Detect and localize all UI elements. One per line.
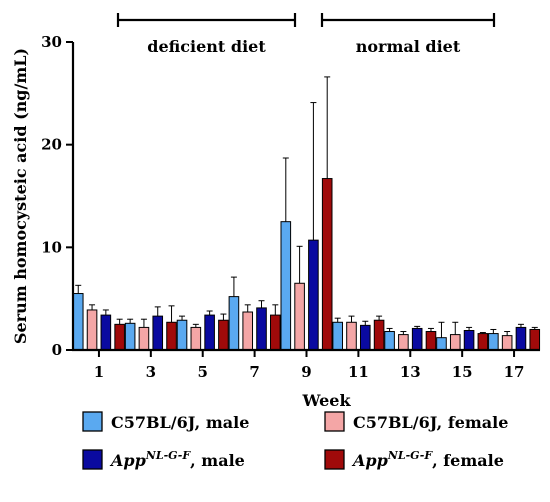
bar xyxy=(114,323,125,351)
legend-label: AppNL-G-F, female xyxy=(351,449,504,470)
bar xyxy=(463,329,475,351)
bar xyxy=(100,314,112,351)
bar xyxy=(515,326,527,351)
bars xyxy=(72,178,541,351)
y-ticks: 0 10 20 30 xyxy=(41,33,73,359)
y-tick-label: 0 xyxy=(52,341,62,359)
x-tick-label: 5 xyxy=(198,363,208,381)
bar xyxy=(190,326,202,351)
bar xyxy=(308,239,319,351)
error-bars xyxy=(75,76,538,338)
x-tick-label: 9 xyxy=(301,363,311,381)
bar xyxy=(138,326,150,351)
bar xyxy=(152,315,164,351)
bar xyxy=(204,314,215,351)
legend-swatch xyxy=(82,411,103,432)
bar xyxy=(449,334,461,351)
bar xyxy=(176,319,188,351)
bar xyxy=(436,337,447,351)
bar xyxy=(294,282,305,351)
y-axis-title: Serum homocysteic acid (ng/mL) xyxy=(11,48,30,344)
legend-swatch xyxy=(324,449,345,470)
bar xyxy=(384,331,395,351)
bar xyxy=(425,331,437,351)
y-tick-label: 30 xyxy=(41,33,62,51)
bar xyxy=(280,221,292,351)
legend-label: C57BL/6J, female xyxy=(353,413,508,432)
y-tick-label: 20 xyxy=(41,136,62,154)
bar xyxy=(256,307,267,351)
bar xyxy=(501,335,513,351)
x-tick-label: 17 xyxy=(504,363,525,381)
diet-brackets: deficient diet normal diet xyxy=(116,13,496,56)
bar xyxy=(373,319,385,351)
x-tick-label: 11 xyxy=(348,363,369,381)
axes xyxy=(71,42,540,352)
bar xyxy=(321,178,333,351)
x-tick-label: 3 xyxy=(146,363,156,381)
bar xyxy=(488,333,499,351)
legend-swatch xyxy=(324,411,345,432)
bar xyxy=(270,314,281,351)
bar xyxy=(411,327,423,351)
legend-label: AppNL-G-F, male xyxy=(109,449,245,470)
bracket-label: normal diet xyxy=(356,37,461,56)
bar xyxy=(398,334,409,351)
x-tick-label: 13 xyxy=(400,363,421,381)
bar xyxy=(124,322,136,351)
bar xyxy=(218,319,229,351)
x-tick-label: 1 xyxy=(94,363,104,381)
bar xyxy=(228,296,240,351)
bar xyxy=(529,328,541,351)
x-tick-label: 7 xyxy=(249,363,259,381)
x-ticks: 1 3 5 7 9 11 13 15 17 xyxy=(94,350,525,381)
x-tick-label: 15 xyxy=(452,363,473,381)
legend-swatch xyxy=(82,449,103,470)
legend-label: C57BL/6J, male xyxy=(111,413,249,432)
bar xyxy=(72,293,84,351)
bar xyxy=(359,324,371,351)
bar xyxy=(346,321,357,351)
y-tick-label: 10 xyxy=(41,238,62,256)
x-axis-title: Week xyxy=(301,391,351,410)
bar xyxy=(242,311,254,351)
bar xyxy=(166,321,177,351)
bar xyxy=(477,333,489,351)
bar xyxy=(86,309,98,351)
bar xyxy=(332,321,343,351)
legend: C57BL/6J, male C57BL/6J, female AppNL-G-F,… xyxy=(82,411,508,470)
bracket-label: deficient diet xyxy=(147,37,266,56)
